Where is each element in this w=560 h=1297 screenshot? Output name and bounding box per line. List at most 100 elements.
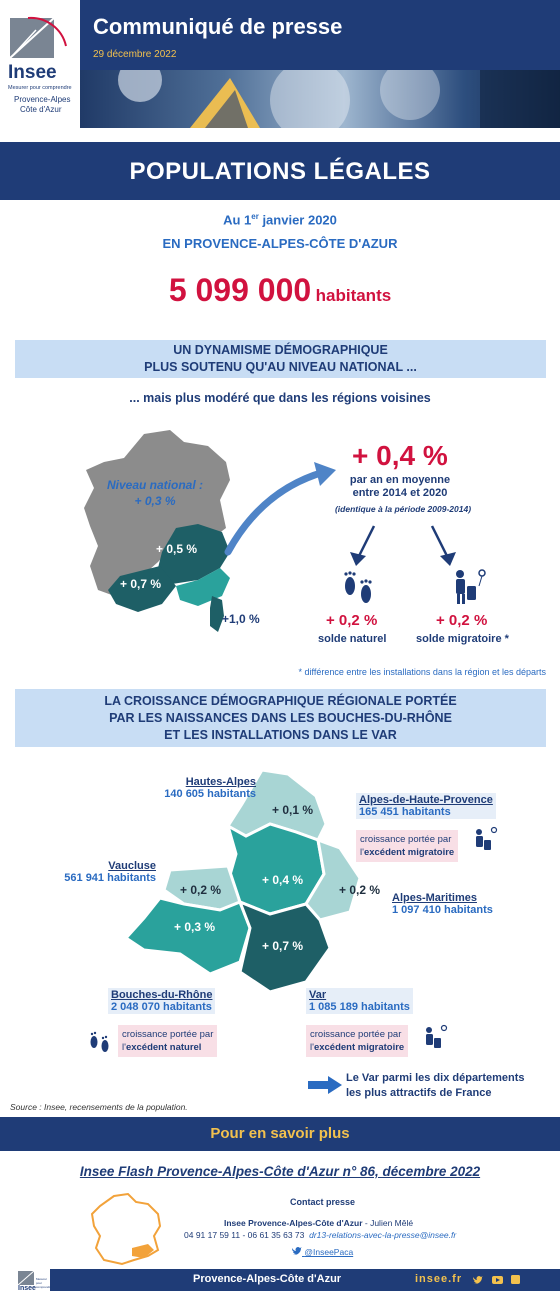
footprints-icon bbox=[90, 1031, 109, 1052]
migration-label: solde migratoire * bbox=[416, 633, 509, 645]
region-name: EN PROVENCE-ALPES-CÔTE D'AZUR bbox=[162, 236, 398, 251]
linkedin-icon[interactable] bbox=[511, 1275, 520, 1284]
twitter-handle: @InseePaca bbox=[304, 1247, 354, 1257]
dept-pop-hautes-alpes: 140 605 habitants bbox=[164, 788, 256, 800]
map-rate-aura: + 0,5 % bbox=[156, 542, 198, 556]
migration-rate: + 0,2 % bbox=[436, 612, 488, 629]
traveler-icon bbox=[476, 826, 498, 850]
section1-subtitle: ... mais plus modéré que dans les région… bbox=[129, 391, 431, 405]
insee-logo[interactable]: Insee Mesurer pour comprendre Provence-A… bbox=[0, 0, 80, 128]
dept-label-alpes-de-haute-provence: Alpes-de-Haute-Provence 165 451 habitant… bbox=[356, 793, 496, 819]
contact-phone: 04 91 17 59 11 - 06 61 35 63 73 bbox=[184, 1230, 305, 1240]
dept-label-alpes-maritimes: Alpes-Maritimes 1 097 410 habitants bbox=[392, 892, 493, 916]
regional-rate-note: (identique à la période 2009-2014) bbox=[334, 504, 472, 514]
regional-rate-description: par an en moyenne entre 2014 et 2020 bbox=[330, 474, 470, 500]
date-suffix: janvier 2020 bbox=[258, 212, 337, 228]
banner-date: 29 décembre 2022 bbox=[93, 49, 177, 60]
paca-departments-map bbox=[123, 768, 360, 994]
insee-site-link[interactable]: insee.fr bbox=[415, 1273, 463, 1285]
header-photo-graphic bbox=[118, 70, 560, 128]
region-aura-shape bbox=[156, 524, 230, 584]
rate-desc-line2: entre 2014 et 2020 bbox=[352, 487, 448, 499]
note-prefix: croissance portée par bbox=[122, 1029, 214, 1040]
footer-bar: Provence-Alpes-Côte d'Azur insee.fr bbox=[40, 1269, 560, 1291]
date-sup: er bbox=[251, 212, 259, 221]
contact-org-name: Insee Provence-Alpes-Côte d'Azur bbox=[224, 1218, 363, 1228]
france-mainland-shape bbox=[84, 430, 230, 598]
national-label: Niveau national : bbox=[106, 478, 204, 492]
rate-bouches-du-rhone: + 0,3 % bbox=[174, 920, 216, 934]
map-rate-corse: +1,0 % bbox=[222, 612, 260, 626]
france-outline-map bbox=[90, 1192, 162, 1266]
logo-name: Insee bbox=[8, 62, 57, 83]
footprints-icon bbox=[344, 571, 372, 603]
contact-email-link[interactable]: dr13-relations-avec-la-presse@insee.fr bbox=[309, 1230, 457, 1240]
header-photo bbox=[80, 70, 560, 128]
section2-heading-line2: PAR LES NAISSANCES DANS LES BOUCHES-DU-R… bbox=[109, 711, 452, 725]
rate-desc-line1: par an en moyenne bbox=[349, 474, 451, 486]
contact-person: - Julien Mêlé bbox=[362, 1218, 414, 1228]
national-rate: + 0,3 % bbox=[134, 494, 176, 508]
map-rate-occitanie: + 0,7 % bbox=[120, 577, 162, 591]
var-shape bbox=[237, 899, 332, 994]
source-note: Source : Insee, recensements de la popul… bbox=[10, 1102, 188, 1112]
date-prefix: Au 1 bbox=[223, 212, 252, 228]
insee-logo-icon bbox=[6, 6, 72, 126]
var-note-line1: Le Var parmi les dix départements bbox=[346, 1072, 525, 1084]
split-arrows-icon bbox=[350, 525, 456, 566]
twitter-icon bbox=[292, 1247, 302, 1255]
more-info-band: Pour en savoir plus bbox=[0, 1117, 560, 1151]
natural-label: solde naturel bbox=[318, 633, 387, 645]
dept-name-hautes-alpes: Hautes-Alpes bbox=[185, 776, 256, 788]
bouches-du-rhone-shape bbox=[123, 896, 252, 976]
footer-logo-tagline: Mesurer pour comprendre bbox=[36, 1277, 53, 1289]
note-article: l' bbox=[360, 847, 364, 858]
section1-heading-line2: PLUS SOUTENU QU'AU NIVEAU NATIONAL ... bbox=[144, 360, 417, 374]
insee-flash-link[interactable]: Insee Flash Provence-Alpes-Côte d'Azur n… bbox=[79, 1164, 481, 1179]
note-bouches-du-rhone: croissance portée par l'excédent naturel bbox=[118, 1025, 218, 1057]
dept-name-bouches-du-rhone: Bouches-du-Rhône bbox=[111, 989, 213, 1001]
region-corse-shape bbox=[210, 596, 224, 632]
natural-rate: + 0,2 % bbox=[326, 612, 378, 629]
dept-name-var: Var bbox=[309, 989, 327, 1001]
region-occitanie-shape bbox=[108, 566, 176, 612]
footer-logo-icon bbox=[17, 1270, 35, 1286]
footer-logo-name: Insee bbox=[18, 1285, 36, 1292]
contact-phone-line: 04 91 17 59 11 - 06 61 35 63 73 dr13-rel… bbox=[184, 1230, 456, 1240]
regional-rate: + 0,4 % bbox=[352, 440, 448, 471]
footer-region: Provence-Alpes-Côte d'Azur bbox=[193, 1273, 342, 1285]
twitter-link[interactable]: @InseePaca bbox=[292, 1247, 353, 1257]
note-var: croissance portée par l'excédent migrato… bbox=[306, 1025, 409, 1057]
dept-label-var: Var 1 085 189 habitants bbox=[306, 988, 413, 1014]
banner: Communiqué de presse 29 décembre 2022 bbox=[80, 0, 560, 70]
reference-date: Au 1er janvier 2020 bbox=[0, 212, 560, 227]
title-band: POPULATIONS LÉGALES bbox=[0, 142, 560, 200]
population-total: 5 099 000 habitants bbox=[0, 272, 560, 309]
dept-pop-vaucluse: 561 941 habitants bbox=[64, 872, 156, 884]
social-icons bbox=[473, 1275, 520, 1284]
section2-heading-line3: ET LES INSTALLATIONS DANS LE VAR bbox=[164, 728, 397, 742]
rate-alpes-maritimes: + 0,2 % bbox=[339, 883, 381, 897]
note-natural: excédent naturel bbox=[125, 1042, 202, 1053]
traveler-icon bbox=[426, 1024, 448, 1048]
rate-var: + 0,7 % bbox=[262, 939, 304, 953]
note-prefix: croissance portée par bbox=[310, 1029, 402, 1040]
twitter-icon[interactable] bbox=[473, 1276, 483, 1284]
dept-pop-var: 1 085 189 habitants bbox=[309, 1001, 410, 1013]
main-title: POPULATIONS LÉGALES bbox=[129, 158, 431, 185]
logo-tagline: Mesurer pour comprendre bbox=[8, 85, 72, 91]
footer: Provence-Alpes-Côte d'Azur insee.fr Inse… bbox=[0, 1269, 560, 1297]
alpes-maritimes-shape bbox=[304, 837, 360, 922]
section1-heading: UN DYNAMISME DÉMOGRAPHIQUE PLUS SOUTENU … bbox=[15, 340, 546, 378]
dept-name-alpes-maritimes: Alpes-Maritimes bbox=[392, 892, 477, 904]
note-migration: excédent migratoire bbox=[363, 847, 455, 858]
growth-arrow-icon bbox=[224, 462, 336, 556]
contact-heading: Contact presse bbox=[290, 1197, 356, 1207]
note-article: l' bbox=[122, 1042, 126, 1053]
dept-pop-alpes-de-haute-provence: 165 451 habitants bbox=[359, 806, 451, 818]
population-number: 5 099 000 bbox=[168, 272, 312, 308]
france-map bbox=[84, 430, 230, 632]
dept-label-bouches-du-rhone: Bouches-du-Rhône 2 048 070 habitants bbox=[108, 988, 216, 1014]
region-paca-shape bbox=[176, 568, 230, 606]
note-article: l' bbox=[310, 1042, 314, 1053]
